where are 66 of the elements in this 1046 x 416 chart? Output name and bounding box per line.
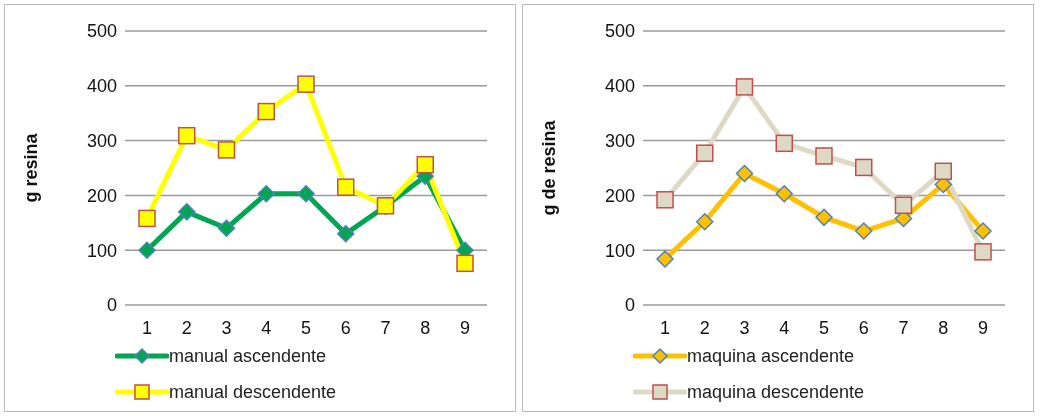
point: [217, 141, 236, 159]
x-tick-label: 9: [459, 317, 471, 338]
legend-label: maquina descendente: [687, 381, 865, 403]
y-tick-label: 500: [86, 21, 117, 42]
point: [775, 134, 793, 153]
y-tick-label: 200: [86, 185, 117, 206]
x-tick-label: 3: [221, 317, 232, 338]
point: [257, 102, 275, 121]
x-tick-label: 7: [898, 317, 909, 338]
y-tick-label: 400: [604, 76, 635, 97]
point: [735, 78, 754, 96]
point: [855, 222, 873, 240]
legend-label: manual descendente: [169, 381, 337, 403]
point: [257, 185, 275, 203]
point: [934, 162, 952, 181]
point: [696, 212, 714, 231]
point: [337, 225, 355, 243]
x-tick-label: 5: [300, 317, 312, 338]
x-tick-label: 9: [977, 317, 989, 338]
x-tick-label: 4: [779, 317, 790, 338]
point: [217, 219, 236, 238]
point: [815, 208, 833, 227]
y-axis-title: g de resina: [539, 119, 560, 216]
y-tick-label: 0: [624, 295, 635, 316]
legend-label: manual ascendente: [169, 345, 327, 367]
x-tick-label: 2: [699, 317, 710, 338]
point: [696, 144, 714, 162]
x-tick-label: 6: [858, 317, 869, 338]
point: [138, 209, 156, 228]
point: [735, 164, 754, 183]
x-tick-label: 4: [261, 317, 272, 338]
y-tick-label: 200: [604, 185, 635, 206]
point: [815, 147, 833, 165]
y-tick-label: 300: [86, 130, 117, 151]
point: [416, 155, 434, 174]
x-tick-label: 2: [181, 317, 192, 338]
point: [297, 185, 315, 203]
legend-label: maquina ascendente: [687, 345, 855, 367]
x-tick-label: 8: [420, 317, 431, 338]
point: [178, 203, 196, 221]
point: [456, 254, 474, 273]
x-tick-label: 8: [938, 317, 949, 338]
y-tick-label: 500: [604, 21, 635, 42]
y-tick-label: 100: [604, 240, 635, 261]
point: [974, 222, 992, 240]
point: [855, 158, 873, 177]
y-tick-label: 400: [86, 76, 117, 97]
y-tick-label: 100: [86, 240, 117, 261]
y-tick-label: 300: [604, 130, 635, 151]
point: [656, 191, 674, 209]
point: [337, 178, 355, 196]
x-tick-label: 1: [141, 317, 153, 338]
point: [775, 185, 793, 203]
point: [297, 75, 315, 93]
point: [894, 196, 913, 215]
x-tick-label: 6: [340, 317, 351, 338]
y-axis-title: g resina: [21, 132, 42, 203]
point: [178, 126, 196, 145]
x-tick-label: 1: [659, 317, 671, 338]
point: [138, 241, 156, 259]
y-tick-label: 0: [106, 295, 117, 316]
x-tick-label: 5: [818, 317, 830, 338]
x-tick-label: 3: [739, 317, 750, 338]
point: [974, 243, 992, 261]
point: [656, 250, 674, 268]
x-tick-label: 7: [380, 317, 391, 338]
